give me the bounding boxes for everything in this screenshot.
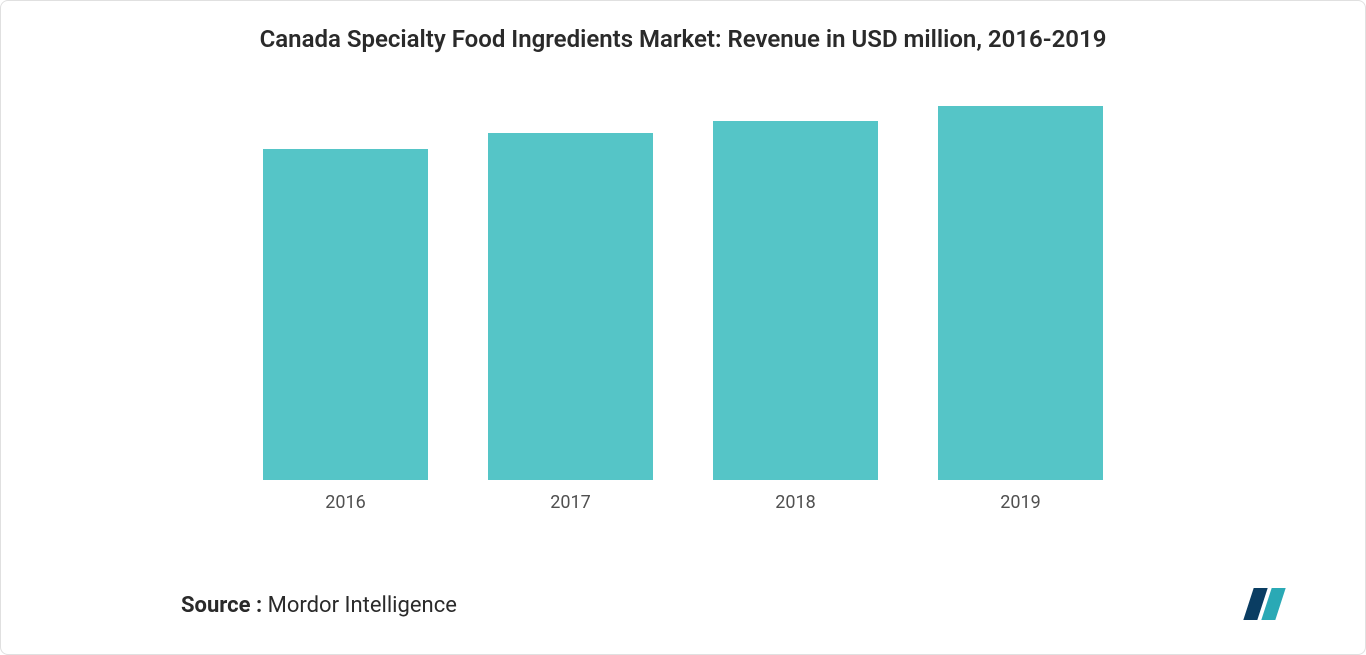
bar-group: 2016 <box>233 93 458 513</box>
mordor-logo <box>1237 584 1307 624</box>
chart-area: 2016 2017 2018 2019 <box>223 93 1143 513</box>
bar <box>713 121 878 480</box>
bar-group: 2019 <box>908 93 1133 513</box>
chart-title: Canada Specialty Food Ingredients Market… <box>41 25 1325 53</box>
chart-container: Canada Specialty Food Ingredients Market… <box>0 0 1366 655</box>
source-value: Mordor Intelligence <box>262 593 457 618</box>
bar-group: 2018 <box>683 93 908 513</box>
source-label: Source : <box>181 593 262 618</box>
bar-label: 2019 <box>1000 492 1040 513</box>
bar-label: 2016 <box>325 492 365 513</box>
bar-label: 2018 <box>775 492 815 513</box>
bar-group: 2017 <box>458 93 683 513</box>
bar <box>938 106 1103 480</box>
bar <box>263 149 428 481</box>
bar-label: 2017 <box>550 492 590 513</box>
bar <box>488 133 653 480</box>
bars-wrapper: 2016 2017 2018 2019 <box>223 93 1143 513</box>
source-attribution: Source : Mordor Intelligence <box>181 593 457 618</box>
